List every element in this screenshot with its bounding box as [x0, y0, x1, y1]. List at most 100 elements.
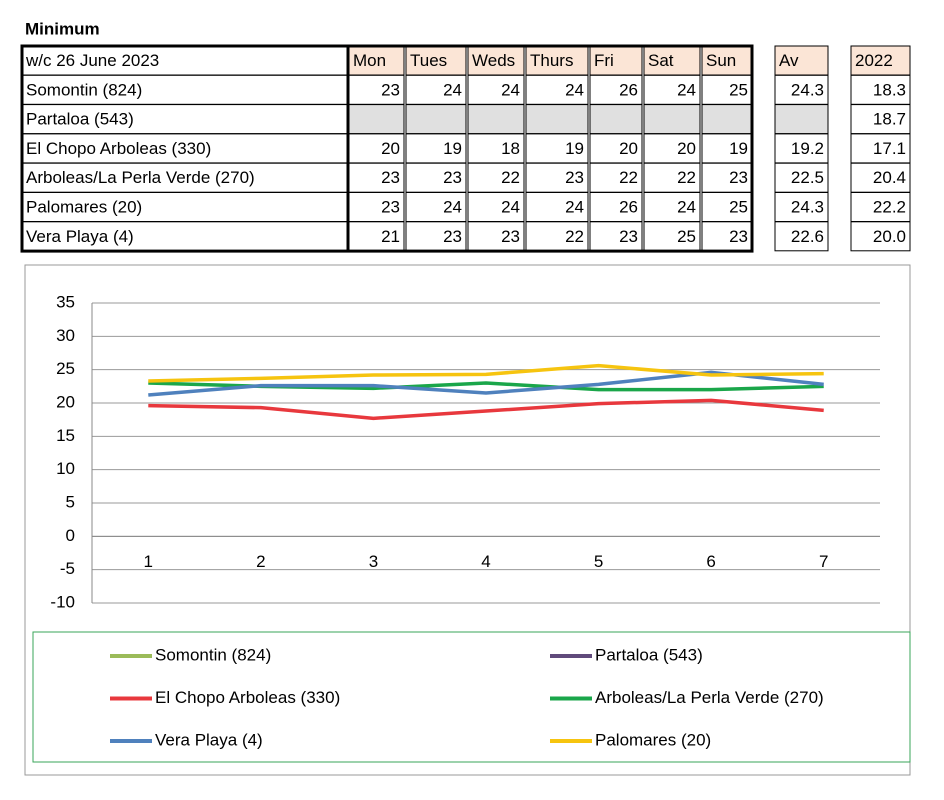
cell-text: 24: [443, 197, 462, 216]
cell-text: 22.6: [791, 227, 824, 246]
cell-text: 21: [381, 227, 400, 246]
cell-text: 19: [443, 139, 462, 158]
cell: [21, 162, 348, 193]
column-header: Mon: [353, 51, 386, 70]
cell: [850, 221, 911, 252]
x-tick-label: 4: [481, 552, 490, 571]
column-header: Av: [779, 51, 799, 70]
cell: [701, 74, 753, 105]
cell-text: 23: [381, 80, 400, 99]
cell-text: 25: [729, 80, 748, 99]
y-tick-label: 5: [66, 492, 75, 511]
y-tick-label: 10: [56, 459, 75, 478]
legend-label: Somontin (824): [155, 645, 271, 664]
cell: [348, 221, 405, 252]
cell: [21, 45, 348, 76]
cell-text: Partaloa (543): [26, 110, 134, 129]
y-tick-label: 15: [56, 426, 75, 445]
cell: [589, 104, 643, 135]
cell: [589, 162, 643, 193]
sheet-title: Minimum: [25, 19, 100, 38]
x-tick-label: 3: [369, 552, 378, 571]
cell: [643, 221, 701, 252]
cell: [348, 74, 405, 105]
legend-label: Arboleas/La Perla Verde (270): [595, 688, 824, 707]
cell-text: 24: [443, 80, 462, 99]
cell-text: 24.3: [791, 80, 824, 99]
cell-text: 26: [619, 80, 638, 99]
column-header: w/c 26 June 2023: [25, 51, 159, 70]
cell: [348, 104, 405, 135]
cell: [643, 45, 701, 76]
cell: [467, 192, 525, 222]
cell: [467, 104, 525, 135]
cell: [774, 45, 829, 76]
cell-text: 22: [677, 168, 696, 187]
cell-text: 24: [677, 197, 696, 216]
cell-text: 24: [501, 80, 520, 99]
x-tick-label: 2: [256, 552, 265, 571]
cell-text: 18.3: [873, 80, 906, 99]
cell: [467, 74, 525, 105]
column-header: Sun: [706, 51, 736, 70]
cell: [21, 221, 348, 252]
table-border: [20, 44, 754, 253]
cell: [774, 104, 829, 135]
cell: [850, 104, 911, 135]
cell: [525, 104, 589, 135]
cell-text: 24: [501, 197, 520, 216]
cell-text: 22: [619, 168, 638, 187]
cell: [348, 162, 405, 193]
cell-text: 24: [565, 197, 584, 216]
cell: [589, 74, 643, 105]
cell: [701, 221, 753, 252]
cell: [405, 74, 467, 105]
cell-text: 17.1: [873, 139, 906, 158]
legend-frame: [32, 631, 911, 763]
cell: [525, 192, 589, 222]
cell: [850, 162, 911, 193]
cell: [774, 221, 829, 252]
legend-label: Partaloa (543): [595, 645, 703, 664]
cell: [643, 133, 701, 164]
column-header: Weds: [472, 51, 515, 70]
cell-text: 23: [619, 227, 638, 246]
column-header: Thurs: [530, 51, 573, 70]
cell-text: 23: [381, 168, 400, 187]
cell-text: 22: [501, 168, 520, 187]
cell-text: Somontin (824): [26, 80, 142, 99]
cell: [774, 74, 829, 105]
cell: [525, 74, 589, 105]
column-header: Fri: [594, 51, 614, 70]
cell: [589, 45, 643, 76]
series-line: [148, 370, 824, 397]
cell-text: 24.3: [791, 197, 824, 216]
y-tick-label: 35: [56, 292, 75, 311]
y-tick-label: -10: [50, 592, 75, 611]
cell-text: 19.2: [791, 139, 824, 158]
cell: [850, 192, 911, 222]
cell-text: 19: [729, 139, 748, 158]
series-line: [148, 398, 824, 421]
y-tick-label: 30: [56, 326, 75, 345]
cell: [525, 162, 589, 193]
cell-text: 23: [565, 168, 584, 187]
cell: [467, 45, 525, 76]
legend-label: Vera Playa (4): [155, 730, 263, 749]
cell: [405, 45, 467, 76]
cell-text: Vera Playa (4): [26, 227, 134, 246]
cell-text: 20: [677, 139, 696, 158]
cell: [589, 133, 643, 164]
x-tick-label: 1: [144, 552, 153, 571]
cell: [701, 104, 753, 135]
cell-text: 20: [619, 139, 638, 158]
y-tick-label: 0: [66, 526, 75, 545]
column-header: Tues: [410, 51, 447, 70]
cell-text: 22: [565, 227, 584, 246]
cell-text: 20.4: [873, 168, 906, 187]
cell-text: 23: [381, 197, 400, 216]
cell-text: 26: [619, 197, 638, 216]
cell: [643, 74, 701, 105]
